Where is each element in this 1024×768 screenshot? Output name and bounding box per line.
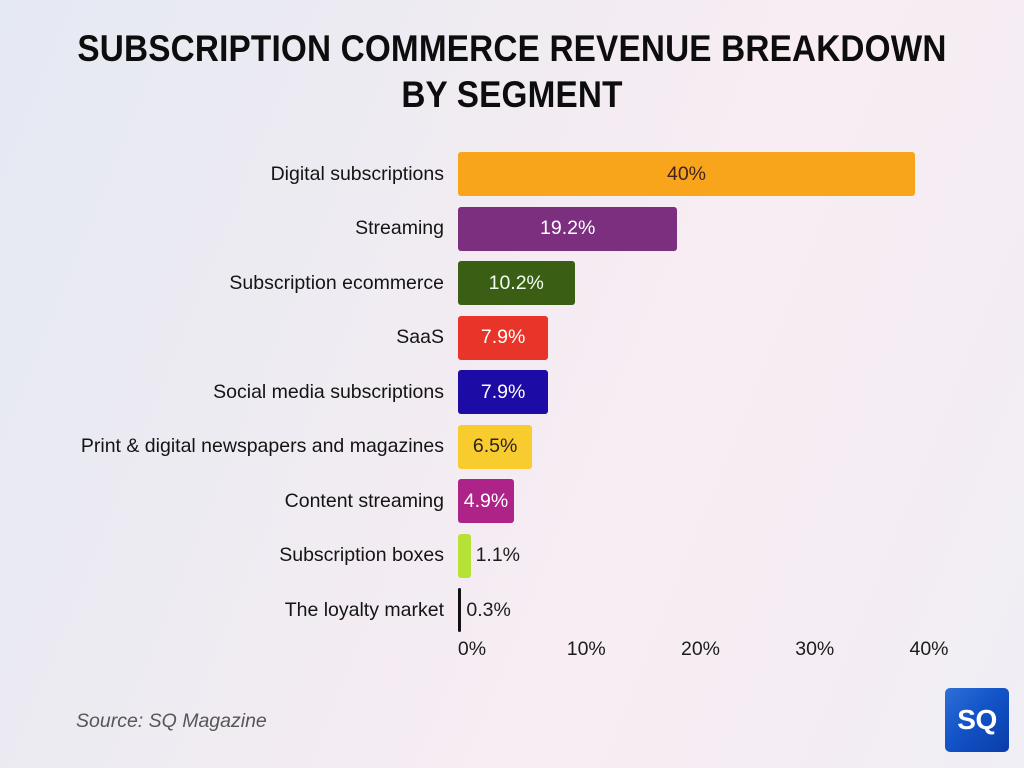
chart-title-line2: BY SEGMENT: [401, 74, 623, 115]
bar-area: 6.5%: [458, 424, 533, 469]
bar-segment: 7.9%: [458, 370, 549, 415]
bar-segment: [458, 588, 462, 633]
x-axis-tick-label: 20%: [680, 638, 721, 660]
sq-magazine-logo: SQ: [945, 688, 1009, 752]
chart-row: SaaS 7.9%: [0, 311, 1024, 366]
bar-segment: 7.9%: [458, 315, 549, 360]
bar-area: 7.9%: [458, 315, 549, 360]
bar-area: 1.1%: [458, 533, 521, 578]
bar-area: 4.9%: [458, 479, 514, 524]
source-caption: Source: SQ Magazine: [76, 710, 267, 732]
bar-area: 0.3%: [458, 588, 511, 633]
chart-row: Subscription boxes 1.1%: [0, 529, 1024, 584]
bar-value-label: 0.3%: [466, 598, 511, 621]
chart-row: Digital subscriptions 40%: [0, 147, 1024, 202]
category-label: Social media subscriptions: [213, 380, 444, 403]
x-axis-tick-label: 30%: [795, 638, 835, 660]
category-label: Subscription ecommerce: [229, 271, 444, 294]
bar-segment: 4.9%: [458, 479, 514, 524]
category-label: Content streaming: [284, 489, 444, 512]
bar-area: 7.9%: [458, 370, 549, 415]
chart-title: SUBSCRIPTION COMMERCE REVENUE BREAKDOWN …: [51, 26, 973, 118]
bar-segment: 40%: [458, 152, 915, 197]
bar-segment: [458, 533, 471, 578]
category-label: Print & digital newspapers and magazines: [80, 435, 444, 458]
chart-row: Subscription ecommerce 10.2%: [0, 256, 1024, 311]
bar-area: 10.2%: [458, 261, 575, 306]
category-label: The loyalty market: [284, 598, 444, 621]
chart-title-line1: SUBSCRIPTION COMMERCE REVENUE BREAKDOWN: [77, 28, 947, 69]
x-axis-tick-label: 10%: [566, 638, 606, 660]
chart-row: The loyalty market 0.3%: [0, 583, 1024, 638]
category-label: SaaS: [396, 326, 444, 349]
bar-value-label: 1.1%: [475, 544, 521, 567]
bar-value-label: 7.9%: [480, 380, 526, 403]
logo-text: SQ: [957, 704, 997, 735]
x-axis: 0% 10% 20% 30% 40%: [458, 638, 949, 664]
chart-row: Content streaming 4.9%: [0, 474, 1024, 529]
bar-area: 19.2%: [458, 206, 678, 251]
bar-chart: Digital subscriptions 40% Streaming 19.2% Su…: [0, 147, 1024, 638]
bar-value-label: 40%: [666, 162, 707, 185]
x-axis-tick-label: 40%: [909, 638, 949, 660]
bar-value-label: 19.2%: [540, 217, 596, 240]
bar-value-label: 4.9%: [463, 489, 509, 512]
bar-value-label: 6.5%: [472, 435, 518, 458]
category-label: Subscription boxes: [279, 544, 444, 567]
bar-segment: 10.2%: [458, 261, 575, 306]
bar-area: 40%: [458, 152, 915, 197]
bar-value-label: 10.2%: [488, 271, 544, 294]
x-axis-tick-label: 0%: [457, 638, 487, 660]
chart-row: Social media subscriptions 7.9%: [0, 365, 1024, 420]
bar-segment: 19.2%: [458, 206, 678, 251]
bar-value-label: 7.9%: [480, 326, 526, 349]
bar-segment: 6.5%: [458, 424, 533, 469]
chart-row: Streaming 19.2%: [0, 202, 1024, 257]
category-label: Streaming: [355, 217, 444, 240]
chart-row: Print & digital newspapers and magazines…: [0, 420, 1024, 475]
category-label: Digital subscriptions: [270, 162, 444, 185]
